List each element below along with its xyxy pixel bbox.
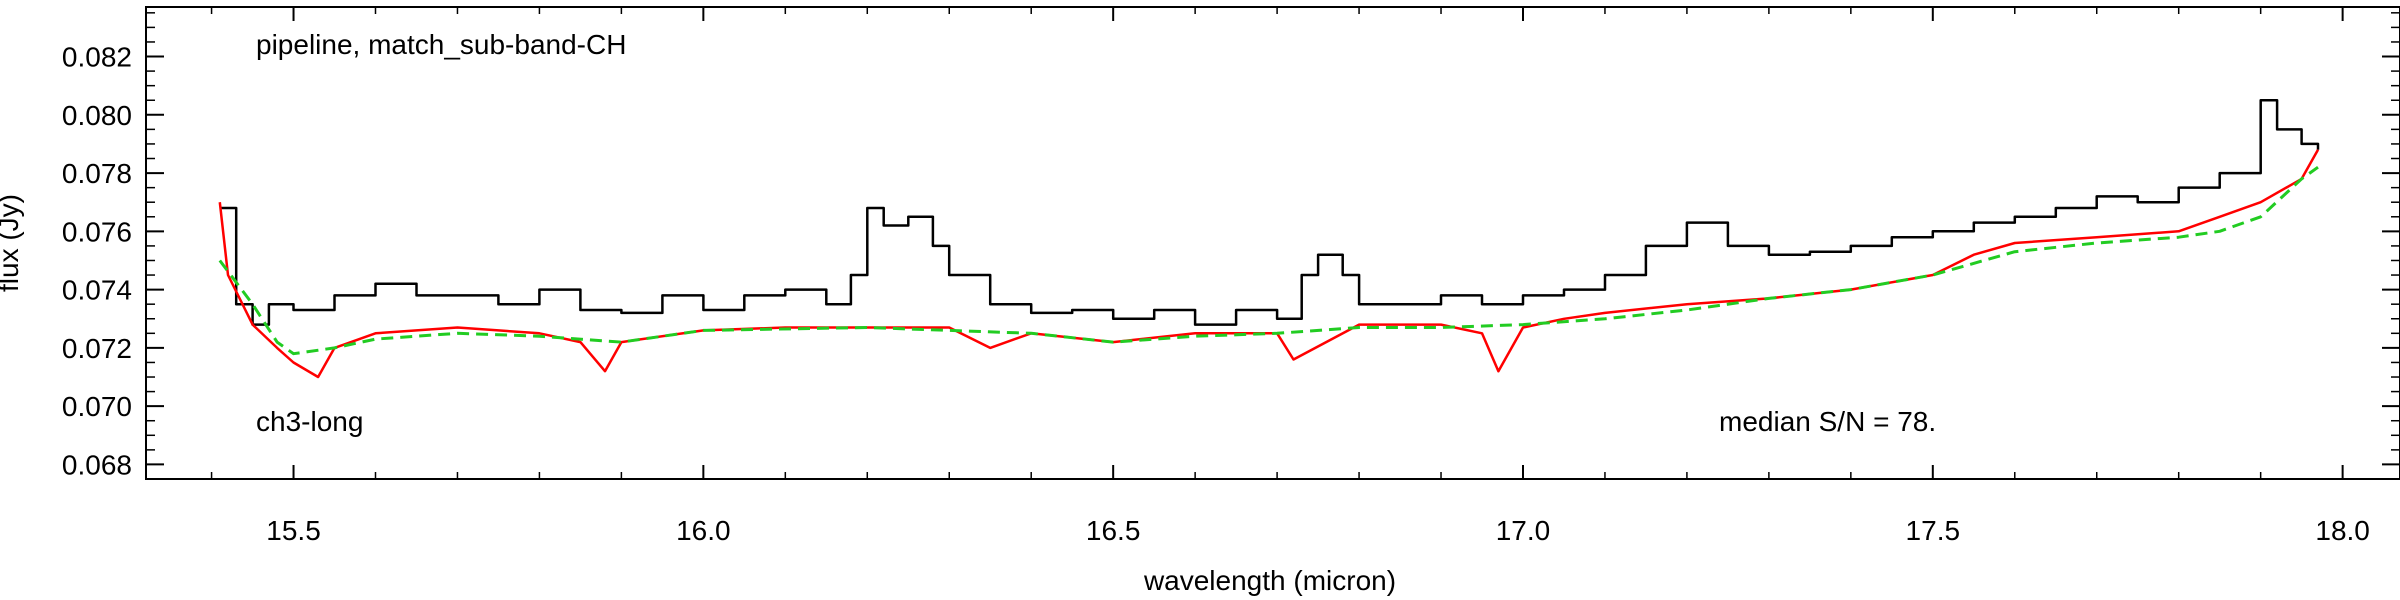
y-tick-label: 0.076 [62, 216, 132, 247]
y-tick-label: 0.072 [62, 333, 132, 364]
series-line-3 [218, 165, 2319, 356]
y-axis-title: flux (Jy) [0, 194, 24, 292]
y-tick-label: 0.068 [62, 449, 132, 480]
annotation-bottom-left: ch3-long [256, 406, 363, 437]
y-tick-label: 0.074 [62, 275, 132, 306]
plot-frame [145, 6, 2400, 480]
ticks-layer: 15.5 16.0 16.5 17.0 17.5 18.0 0.068 0.070 0.072 0… [62, 7, 2400, 546]
x-tick-label: 16.5 [1086, 515, 1141, 546]
y-tick-label: 0.080 [62, 100, 132, 131]
x-tick-label: 16.0 [676, 515, 731, 546]
x-tick-label: 17.5 [1906, 515, 1961, 546]
x-tick-label: 17.0 [1496, 515, 1551, 546]
series-line-1 [219, 98, 2320, 326]
x-tick-label: 15.5 [266, 515, 321, 546]
y-tick-label: 0.082 [62, 42, 132, 73]
annotation-bottom-right: median S/N = 78. [1719, 406, 1936, 437]
x-axis-title: wavelength (micron) [1143, 565, 1396, 596]
annotation-top-left: pipeline, match_sub-band-CH [256, 29, 626, 60]
y-tick-label: 0.070 [62, 391, 132, 422]
x-tick-label: 18.0 [2315, 515, 2370, 546]
y-tick-label: 0.078 [62, 158, 132, 189]
series-layer [218, 98, 2320, 379]
